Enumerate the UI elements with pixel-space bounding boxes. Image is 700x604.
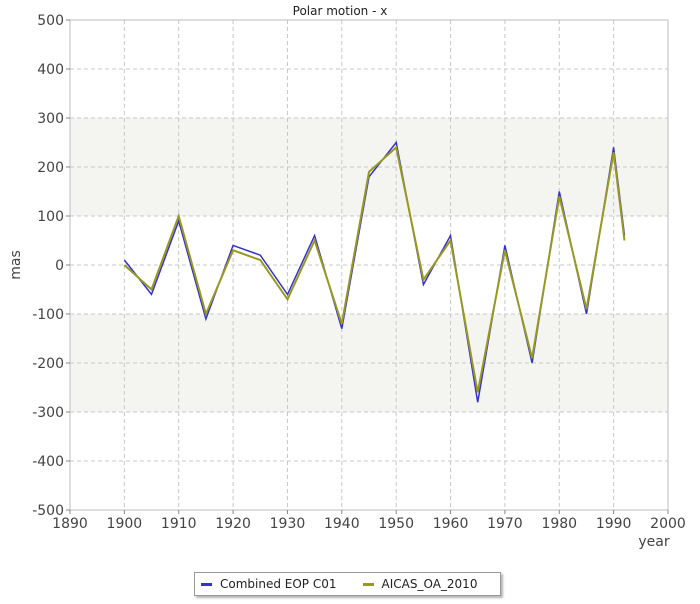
y-axis-label: mas (8, 250, 24, 280)
legend-item-combined-eop: Combined EOP C01 (201, 577, 337, 591)
y-tick-label: -400 (32, 454, 64, 470)
x-tick-label: 1960 (433, 516, 469, 532)
x-tick-label: 1930 (270, 516, 306, 532)
legend-label-aicas: AICAS_OA_2010 (381, 577, 478, 591)
y-tick-label: 100 (37, 209, 64, 225)
legend-item-aicas: AICAS_OA_2010 (362, 577, 478, 591)
series-aicas-line (123, 145, 626, 393)
y-tick-label: -500 (32, 503, 64, 519)
y-tick-label: -300 (32, 405, 64, 421)
y-tick-label: 0 (55, 258, 64, 274)
x-tick-label: 1970 (487, 516, 523, 532)
x-tick-label: 1950 (378, 516, 414, 532)
grid (70, 20, 668, 510)
x-tick-label: 2000 (650, 516, 686, 532)
x-tick-label: 1990 (596, 516, 632, 532)
y-tick-label: 400 (37, 62, 64, 78)
x-tick-label: 1900 (107, 516, 143, 532)
x-tick-label: 1890 (52, 516, 88, 532)
legend-swatch-combined-eop (201, 582, 212, 586)
y-axis: 500 400 300 200 100 0 -100 -200 -300 -400 -500 (32, 13, 70, 519)
plot-band-upper (70, 118, 668, 216)
series-layer (123, 140, 626, 403)
chart-title: Polar motion - x (293, 4, 388, 18)
y-tick-label: -100 (32, 307, 64, 323)
y-tick-label: 200 (37, 160, 64, 176)
x-axis: 1890 1900 1910 1920 1930 1940 1950 1960 1970 1980… (52, 510, 686, 532)
x-tick-label: 1910 (161, 516, 197, 532)
x-axis-label: year (638, 534, 669, 550)
plot-band-lower (70, 314, 668, 412)
legend: Combined EOP C01 AICAS_OA_2010 (194, 572, 501, 596)
legend-label-combined-eop: Combined EOP C01 (220, 577, 337, 591)
x-tick-label: 1980 (541, 516, 577, 532)
y-tick-label: -200 (32, 356, 64, 372)
legend-swatch-aicas (362, 582, 374, 586)
y-tick-label: 300 (37, 111, 64, 127)
x-tick-label: 1940 (324, 516, 360, 532)
x-tick-label: 1920 (215, 516, 251, 532)
y-tick-label: 500 (37, 13, 64, 29)
